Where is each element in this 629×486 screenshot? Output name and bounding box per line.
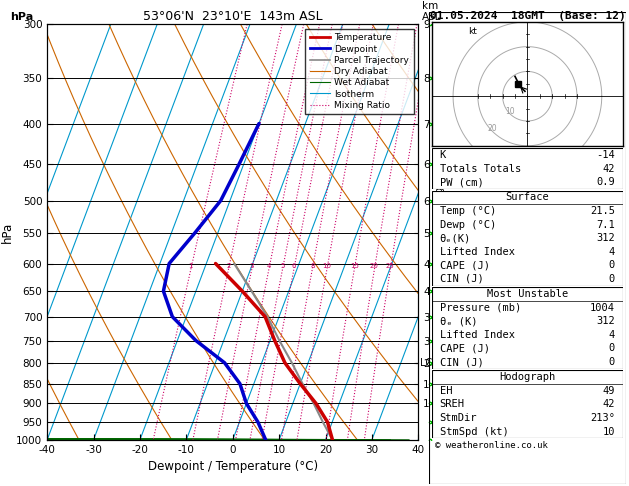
Text: km
ASL: km ASL bbox=[422, 0, 442, 22]
Text: 1: 1 bbox=[189, 263, 193, 269]
Text: 21.5: 21.5 bbox=[590, 206, 615, 216]
Text: Lifted Index: Lifted Index bbox=[440, 247, 515, 257]
Text: 4: 4 bbox=[609, 247, 615, 257]
Text: 42: 42 bbox=[603, 164, 615, 174]
Text: 15: 15 bbox=[350, 263, 359, 269]
X-axis label: Dewpoint / Temperature (°C): Dewpoint / Temperature (°C) bbox=[148, 460, 318, 473]
Text: 10: 10 bbox=[323, 263, 331, 269]
Text: 0: 0 bbox=[609, 274, 615, 284]
Text: StmSpd (kt): StmSpd (kt) bbox=[440, 427, 508, 436]
Y-axis label: hPa: hPa bbox=[1, 222, 13, 243]
Text: 6: 6 bbox=[292, 263, 296, 269]
Text: 312: 312 bbox=[596, 316, 615, 326]
Text: CAPE (J): CAPE (J) bbox=[440, 260, 490, 270]
Text: CIN (J): CIN (J) bbox=[440, 274, 484, 284]
Text: Lifted Index: Lifted Index bbox=[440, 330, 515, 340]
Text: 4: 4 bbox=[267, 263, 271, 269]
Text: 3: 3 bbox=[250, 263, 254, 269]
Text: 7.1: 7.1 bbox=[596, 220, 615, 229]
Text: 213°: 213° bbox=[590, 413, 615, 423]
Text: kt: kt bbox=[468, 27, 477, 36]
Text: 20: 20 bbox=[488, 124, 498, 133]
Text: -14: -14 bbox=[596, 150, 615, 160]
Text: θₑ (K): θₑ (K) bbox=[440, 316, 477, 326]
Text: Hodograph: Hodograph bbox=[499, 372, 555, 382]
Text: K: K bbox=[440, 150, 446, 160]
Text: 4: 4 bbox=[609, 330, 615, 340]
Text: EH: EH bbox=[440, 386, 452, 396]
Text: 25: 25 bbox=[386, 263, 395, 269]
Text: 01.05.2024  18GMT  (Base: 12): 01.05.2024 18GMT (Base: 12) bbox=[430, 11, 625, 21]
Text: 0.9: 0.9 bbox=[596, 177, 615, 187]
Text: 42: 42 bbox=[603, 399, 615, 409]
Text: 49: 49 bbox=[603, 386, 615, 396]
Text: 5: 5 bbox=[281, 263, 285, 269]
Text: © weatheronline.co.uk: © weatheronline.co.uk bbox=[435, 441, 548, 450]
Text: 8: 8 bbox=[310, 263, 314, 269]
Text: Surface: Surface bbox=[506, 192, 549, 202]
Text: 20: 20 bbox=[370, 263, 379, 269]
Text: Most Unstable: Most Unstable bbox=[487, 289, 568, 299]
Text: Totals Totals: Totals Totals bbox=[440, 164, 521, 174]
Text: 10: 10 bbox=[603, 427, 615, 436]
Y-axis label: Mixing Ratio (g/kg): Mixing Ratio (g/kg) bbox=[435, 183, 445, 281]
Text: hPa: hPa bbox=[10, 12, 33, 22]
Text: PW (cm): PW (cm) bbox=[440, 177, 484, 187]
Text: StmDir: StmDir bbox=[440, 413, 477, 423]
Text: 10: 10 bbox=[505, 106, 515, 116]
Text: LCL: LCL bbox=[420, 358, 437, 368]
Text: CIN (J): CIN (J) bbox=[440, 357, 484, 367]
Text: Dewp (°C): Dewp (°C) bbox=[440, 220, 496, 229]
Text: 312: 312 bbox=[596, 233, 615, 243]
Text: 2: 2 bbox=[226, 263, 231, 269]
Text: 1004: 1004 bbox=[590, 303, 615, 312]
Text: CAPE (J): CAPE (J) bbox=[440, 344, 490, 353]
Legend: Temperature, Dewpoint, Parcel Trajectory, Dry Adiabat, Wet Adiabat, Isotherm, Mi: Temperature, Dewpoint, Parcel Trajectory… bbox=[306, 29, 414, 114]
Title: 53°06'N  23°10'E  143m ASL: 53°06'N 23°10'E 143m ASL bbox=[143, 10, 323, 23]
Text: Temp (°C): Temp (°C) bbox=[440, 206, 496, 216]
Text: 0: 0 bbox=[609, 357, 615, 367]
Text: 0: 0 bbox=[609, 260, 615, 270]
Text: SREH: SREH bbox=[440, 399, 465, 409]
Text: θₑ(K): θₑ(K) bbox=[440, 233, 471, 243]
Text: Pressure (mb): Pressure (mb) bbox=[440, 303, 521, 312]
Text: 0: 0 bbox=[609, 344, 615, 353]
